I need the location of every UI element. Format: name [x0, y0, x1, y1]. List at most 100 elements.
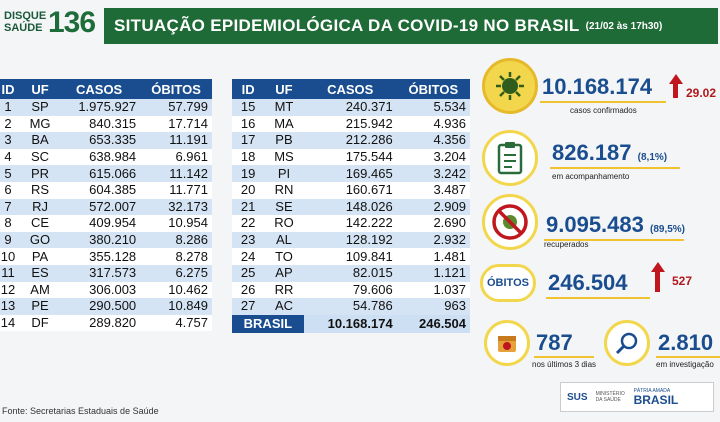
table-cell: 10.954: [140, 215, 212, 232]
table-cell: 306.003: [58, 281, 141, 299]
table-row: 10 PA 355.128 8.278: [0, 248, 212, 265]
column-header-casos: CASOS: [58, 79, 141, 99]
table-cell: 1.481: [396, 248, 470, 265]
table-cell: RO: [264, 215, 304, 232]
table-cell: PR: [22, 165, 59, 182]
table-row: 12 AM 306.003 10.462: [0, 281, 212, 299]
table-cell: PE: [22, 298, 59, 315]
sus-logo: SUS: [567, 391, 588, 403]
table-row: 24 TO 109.841 1.481: [232, 248, 470, 265]
table-cell: 10.462: [140, 281, 212, 299]
table-cell: BA: [22, 132, 59, 149]
last3days-underline: [534, 356, 594, 358]
table-cell: 109.841: [303, 248, 397, 265]
last3days-label: nos últimos 3 dias: [532, 360, 597, 369]
table-row: 19 PI 169.465 3.242: [232, 165, 470, 182]
table-cell: 840.315: [58, 115, 141, 133]
table-cell: 1.037: [396, 281, 470, 299]
table-row: 16 MA 215.942 4.936: [232, 115, 470, 133]
table-cell: SP: [22, 99, 59, 116]
table-cell: MT: [264, 99, 304, 116]
table-cell: 4.936: [396, 115, 470, 133]
column-header-casos: CASOS: [303, 79, 397, 99]
table-cell: DF: [22, 314, 59, 332]
table-cell: 615.066: [58, 165, 141, 182]
table-cell: 6.275: [140, 264, 212, 282]
page-title: SITUAÇÃO EPIDEMIOLÓGICA DA COVID-19 NO B…: [114, 16, 580, 35]
total-row: BRASIL 10.168.174 246.504: [232, 314, 470, 333]
table-cell: PA: [22, 248, 59, 265]
table-cell: SC: [22, 148, 59, 166]
investigation-underline: [656, 356, 720, 358]
recovered-pct: (89,5%): [650, 224, 686, 235]
table-cell: 57.799: [140, 99, 212, 116]
recovered-label: recuperados: [544, 240, 589, 249]
confirmed-underline: [540, 101, 666, 103]
confirmed-increase: 29.02: [686, 86, 717, 100]
source-note: Fonte: Secretarias Estaduais de Saúde: [2, 406, 159, 416]
logo-text: DISQUE SAÚDE: [4, 10, 47, 34]
table-cell: 8.278: [140, 248, 212, 265]
table-cell: MA: [264, 115, 304, 133]
table-row: 18 MS 175.544 3.204: [232, 148, 470, 166]
table-cell: 11.771: [140, 181, 212, 199]
table-cell: RJ: [22, 198, 59, 216]
table-cell: ES: [22, 264, 59, 282]
recovered-number: 9.095.483: [546, 212, 644, 237]
confirmed-value: 10.168.174: [542, 74, 653, 99]
table-row: 27 AC 54.786 963: [232, 298, 470, 315]
table-cell: 2.690: [396, 215, 470, 232]
table-cell: 21: [232, 198, 265, 216]
table-row: 11 ES 317.573 6.275: [0, 264, 212, 282]
total-obitos: 246.504: [396, 314, 470, 333]
table-row: 4 SC 638.984 6.961: [0, 148, 212, 166]
column-header-id: ID: [0, 79, 22, 99]
table-row: 23 AL 128.192 2.932: [232, 231, 470, 249]
virus-icon: [482, 58, 538, 114]
table-cell: RN: [264, 181, 304, 199]
table-cell: 7: [0, 198, 22, 216]
table-cell: 142.222: [303, 215, 397, 232]
table-cell: 11.142: [140, 165, 212, 182]
table-row: 26 RR 79.606 1.037: [232, 281, 470, 299]
confirmed-up-arrow-stem: [673, 84, 678, 98]
table-row: 13 PE 290.500 10.849: [0, 298, 212, 315]
table-cell: 23: [232, 231, 265, 249]
table-cell: SE: [264, 198, 304, 216]
monitoring-label: em acompanhamento: [552, 172, 630, 181]
table-cell: 2: [0, 115, 22, 133]
table-cell: 22: [232, 215, 265, 232]
disque-saude-logo: DISQUE SAÚDE 136: [4, 6, 96, 40]
deaths-value: 246.504: [548, 270, 628, 295]
table-cell: 3.487: [396, 181, 470, 199]
table-cell: 4.757: [140, 314, 212, 332]
table-cell: 169.465: [303, 165, 397, 182]
table-cell: 409.954: [58, 215, 141, 232]
table-cell: 355.128: [58, 248, 141, 265]
table-row: 14 DF 289.820 4.757: [0, 314, 212, 332]
table-cell: 17: [232, 132, 265, 149]
table-cell: 572.007: [58, 198, 141, 216]
clipboard-icon: [482, 130, 538, 186]
table-cell: 8: [0, 215, 22, 232]
deaths-up-arrow-stem: [655, 272, 660, 292]
brasil-logo: PÁTRIA AMADA BRASIL: [634, 388, 679, 406]
table-cell: 6: [0, 181, 22, 199]
patria-amada-text: PÁTRIA AMADA: [633, 388, 671, 394]
table-row: 20 RN 160.671 3.487: [232, 181, 470, 199]
table-row: 22 RO 142.222 2.690: [232, 215, 470, 232]
table-cell: 5.534: [396, 99, 470, 116]
table-cell: 10.849: [140, 298, 212, 315]
table-cell: 11: [0, 264, 22, 282]
table-cell: 2.932: [396, 231, 470, 249]
table-cell: 27: [232, 298, 265, 315]
table-row: 8 CE 409.954 10.954: [0, 215, 212, 232]
last3days-value: 787: [536, 330, 573, 355]
table-cell: 4.356: [396, 132, 470, 149]
table-cell: MG: [22, 115, 59, 133]
table-cell: 19: [232, 165, 265, 182]
deaths-up-arrow-icon: [651, 262, 665, 272]
table-cell: TO: [264, 248, 304, 265]
table-cell: 604.385: [58, 181, 141, 199]
brasil-text: BRASIL: [633, 393, 679, 407]
